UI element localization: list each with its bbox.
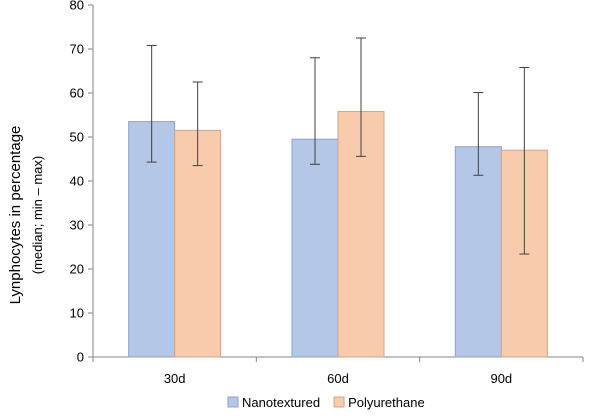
y-tick-label: 0 — [77, 350, 84, 365]
y-tick-labels: 0 10 20 30 40 50 60 70 80 — [70, 0, 84, 365]
x-category-labels: 30d 60d 90d — [164, 371, 512, 386]
x-category-label: 60d — [327, 371, 349, 386]
legend-label-nanotextured: Nanotextured — [242, 395, 320, 410]
y-tick-label: 50 — [70, 130, 84, 145]
y-axis-subtitle: (median; min – max) — [30, 156, 45, 274]
legend: Nanotextured Polyurethane — [227, 395, 425, 410]
x-category-label: 90d — [490, 371, 512, 386]
error-bars — [146, 37, 530, 255]
x-category-label: 30d — [164, 371, 186, 386]
y-axis-sublabel: (median; min – max) — [30, 156, 45, 274]
y-tick-label: 60 — [70, 86, 84, 101]
y-tick-label: 40 — [70, 174, 84, 189]
y-axis-title: Lynphocytes in percentage — [7, 126, 24, 305]
y-tick-label: 80 — [70, 0, 84, 13]
y-axis-label: Lynphocytes in percentage — [7, 126, 24, 305]
bar-nanotextured-60d — [291, 138, 339, 358]
bar-polyurethane-30d — [174, 129, 222, 358]
legend-swatch-polyurethane — [333, 396, 345, 408]
bars — [128, 110, 548, 358]
legend-label-polyurethane: Polyurethane — [348, 395, 425, 410]
y-tick-label: 30 — [70, 218, 84, 233]
legend-swatch-nanotextured — [227, 396, 239, 408]
y-tick-label: 20 — [70, 262, 84, 277]
y-tick-label: 10 — [70, 306, 84, 321]
y-tick-label: 70 — [70, 42, 84, 57]
bar-nanotextured-90d — [454, 146, 502, 358]
